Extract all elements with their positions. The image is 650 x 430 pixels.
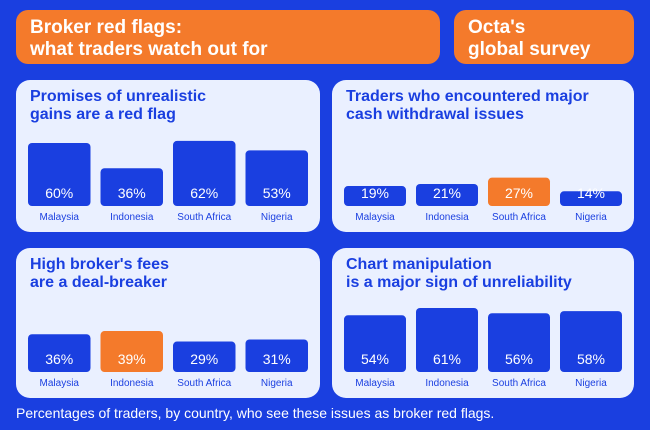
category-label: South Africa — [492, 378, 546, 389]
panel-title-line1: High broker's fees — [30, 256, 169, 273]
bar-value-label: 36% — [45, 351, 73, 367]
bar-value-label: 19% — [361, 185, 389, 201]
bar-chart-unrealistic-gains: 60% Malaysia 36% Indonesia 62% South Africa 53… — [28, 140, 308, 223]
category-label: South Africa — [492, 212, 546, 223]
survey-line1: Octa's — [468, 17, 526, 38]
panel-title: High broker's fees are a deal-breaker — [30, 256, 320, 292]
bar-chart-chart-manipulation: 54% Malaysia 61% Indonesia 56% South Africa 58… — [344, 307, 622, 389]
bar-value-label: 27% — [505, 185, 533, 201]
panel-title-line1: Traders who encountered major — [346, 88, 589, 105]
panel-title-line2: cash withdrawal issues — [346, 106, 524, 123]
category-label: South Africa — [177, 212, 231, 223]
panel-title-line1: Chart manipulation — [346, 256, 492, 273]
main-title-line2: what traders watch out for — [30, 39, 268, 60]
bar-value-label: 60% — [45, 185, 73, 201]
chart-panel-broker-fees: High broker's fees are a deal-breaker 36… — [16, 248, 320, 398]
bar-nigeria — [560, 191, 622, 206]
panel-title-line2: is a major sign of unreliability — [346, 274, 572, 291]
panel-title-line1: Promises of unrealistic — [30, 88, 207, 105]
category-label: Malaysia — [355, 212, 395, 223]
bar-indonesia — [416, 307, 478, 372]
category-label: Malaysia — [40, 378, 80, 389]
bar-malaysia — [344, 315, 406, 372]
panel-title: Chart manipulation is a major sign of un… — [346, 256, 634, 292]
bar-value-label: 53% — [263, 185, 291, 201]
main-title-banner: Broker red flags: what traders watch out… — [16, 10, 440, 64]
survey-banner: Octa's global survey — [454, 10, 634, 64]
bar-value-label: 56% — [505, 351, 533, 367]
bar-value-label: 61% — [433, 351, 461, 367]
bar-value-label: 62% — [190, 185, 218, 201]
survey-line2: global survey — [468, 39, 591, 60]
bar-chart-withdrawal-issues: 19% Malaysia 21% Indonesia 27% South Africa 14… — [344, 177, 622, 223]
category-label: Indonesia — [425, 212, 469, 223]
category-label: Nigeria — [261, 378, 293, 389]
chart-panel-chart-manipulation: Chart manipulation is a major sign of un… — [332, 248, 634, 398]
bar-south-africa — [488, 313, 550, 372]
bar-value-label: 39% — [118, 351, 146, 367]
bar-value-label: 29% — [190, 351, 218, 367]
footnote-caption: Percentages of traders, by country, who … — [16, 405, 495, 421]
bar-malaysia — [28, 334, 91, 372]
bar-value-label: 58% — [577, 351, 605, 367]
category-label: Malaysia — [355, 378, 395, 389]
bar-value-label: 31% — [263, 351, 291, 367]
panel-title-line2: are a deal-breaker — [30, 274, 167, 291]
category-label: Indonesia — [110, 212, 154, 223]
panel-title: Promises of unrealistic gains are a red … — [30, 88, 320, 124]
category-label: Indonesia — [425, 378, 469, 389]
panel-title-line2: gains are a red flag — [30, 106, 176, 123]
main-title-line1: Broker red flags: — [30, 17, 183, 38]
bar-indonesia — [100, 168, 163, 206]
bar-value-label: 36% — [118, 185, 146, 201]
category-label: Nigeria — [261, 212, 293, 223]
bar-south-africa — [173, 341, 236, 372]
bar-malaysia — [28, 143, 91, 206]
category-label: Nigeria — [575, 212, 607, 223]
bar-chart-broker-fees: 36% Malaysia 39% Indonesia 29% South Africa 31… — [28, 331, 308, 389]
bar-indonesia — [416, 183, 478, 206]
category-label: Nigeria — [575, 378, 607, 389]
chart-panel-withdrawal-issues: Traders who encountered major cash withd… — [332, 80, 634, 232]
bar-nigeria — [560, 311, 622, 372]
bar-nigeria — [245, 150, 308, 206]
bar-value-label: 54% — [361, 351, 389, 367]
bar-malaysia — [344, 186, 406, 206]
bar-south-africa — [173, 140, 236, 206]
category-label: Indonesia — [110, 378, 154, 389]
bar-nigeria — [245, 339, 308, 372]
bar-indonesia — [100, 331, 163, 372]
bar-south-africa — [488, 177, 550, 206]
panel-title: Traders who encountered major cash withd… — [346, 88, 634, 124]
category-label: Malaysia — [40, 212, 80, 223]
category-label: South Africa — [177, 378, 231, 389]
chart-panel-unrealistic-gains: Promises of unrealistic gains are a red … — [16, 80, 320, 232]
bar-value-label: 14% — [577, 185, 605, 201]
bar-value-label: 21% — [433, 185, 461, 201]
